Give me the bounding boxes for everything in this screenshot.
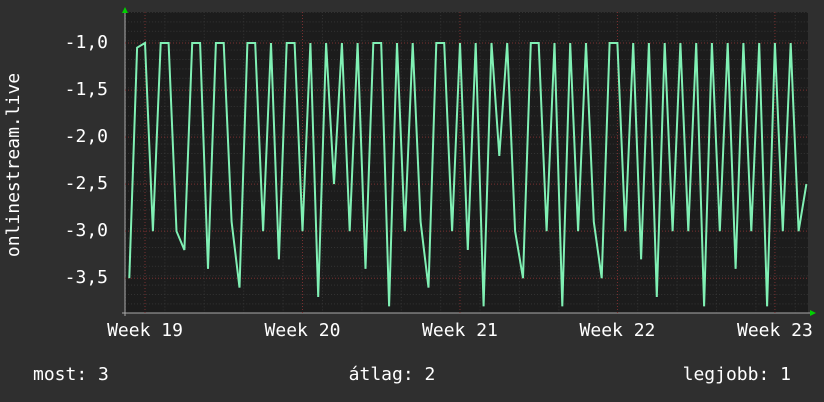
x-tick-label: Week 21 [422, 320, 498, 341]
y-axis-label: onlinestream.live [3, 73, 24, 257]
axis-arrow [122, 7, 128, 13]
x-tick-label: Week 23 [737, 320, 813, 341]
y-tick-label: -3,5 [65, 267, 108, 288]
y-tick-label: -1,0 [65, 32, 108, 53]
y-tick-label: -2,0 [65, 126, 108, 147]
y-tick-label: -2,5 [65, 173, 108, 194]
series-line [128, 41, 808, 307]
y-tick-label: -1,5 [65, 79, 108, 100]
x-tick-label: Week 19 [107, 320, 183, 341]
x-tick-label: Week 20 [265, 320, 341, 341]
axis-arrow [810, 310, 816, 316]
x-tick-label: Week 22 [580, 320, 656, 341]
minor-grid [125, 12, 808, 313]
legend-text: most: 3 [33, 364, 109, 385]
y-tick-label: -3,0 [65, 220, 108, 241]
legend-text: átlag: 2 [349, 364, 436, 385]
legend-text: legjobb: 1 [683, 364, 791, 385]
